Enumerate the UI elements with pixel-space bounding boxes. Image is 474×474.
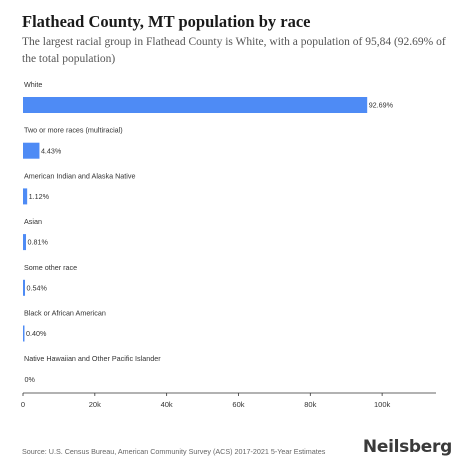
category-label: Two or more races (multiracial) xyxy=(24,126,123,135)
data-label: 4.43% xyxy=(41,146,62,155)
x-tick-label: 0 xyxy=(21,400,25,409)
category-label: American Indian and Alaska Native xyxy=(24,171,135,180)
category-label: Black or African American xyxy=(24,309,106,318)
chart-subtitle: The largest racial group in Flathead Cou… xyxy=(22,36,446,65)
bar xyxy=(23,142,40,159)
x-tick-label: 100k xyxy=(374,400,391,409)
category-label: Native Hawaiian and Other Pacific Island… xyxy=(24,354,161,363)
bar xyxy=(23,325,25,342)
data-label: 0.81% xyxy=(28,238,49,247)
bar xyxy=(23,188,28,205)
brand-logo: Neilsberg xyxy=(362,437,452,457)
data-label: 0.40% xyxy=(26,329,47,338)
category-label: Asian xyxy=(24,217,42,226)
x-tick-label: 60k xyxy=(232,400,244,409)
data-label: 0.54% xyxy=(27,283,48,292)
bar xyxy=(23,97,368,113)
chart-title: Flathead County, MT population by race xyxy=(22,12,311,31)
x-tick-label: 80k xyxy=(304,400,316,409)
x-tick-label: 40k xyxy=(161,400,173,409)
category-label: Some other race xyxy=(24,263,77,272)
data-label: 0% xyxy=(25,375,36,384)
x-tick-label: 20k xyxy=(89,400,101,409)
data-label: 92.69% xyxy=(369,101,394,110)
bar xyxy=(23,279,26,296)
data-label: 1.12% xyxy=(29,192,50,201)
category-label: White xyxy=(24,80,42,89)
bar xyxy=(23,234,27,251)
source-note: Source: U.S. Census Bureau, American Com… xyxy=(22,447,326,456)
